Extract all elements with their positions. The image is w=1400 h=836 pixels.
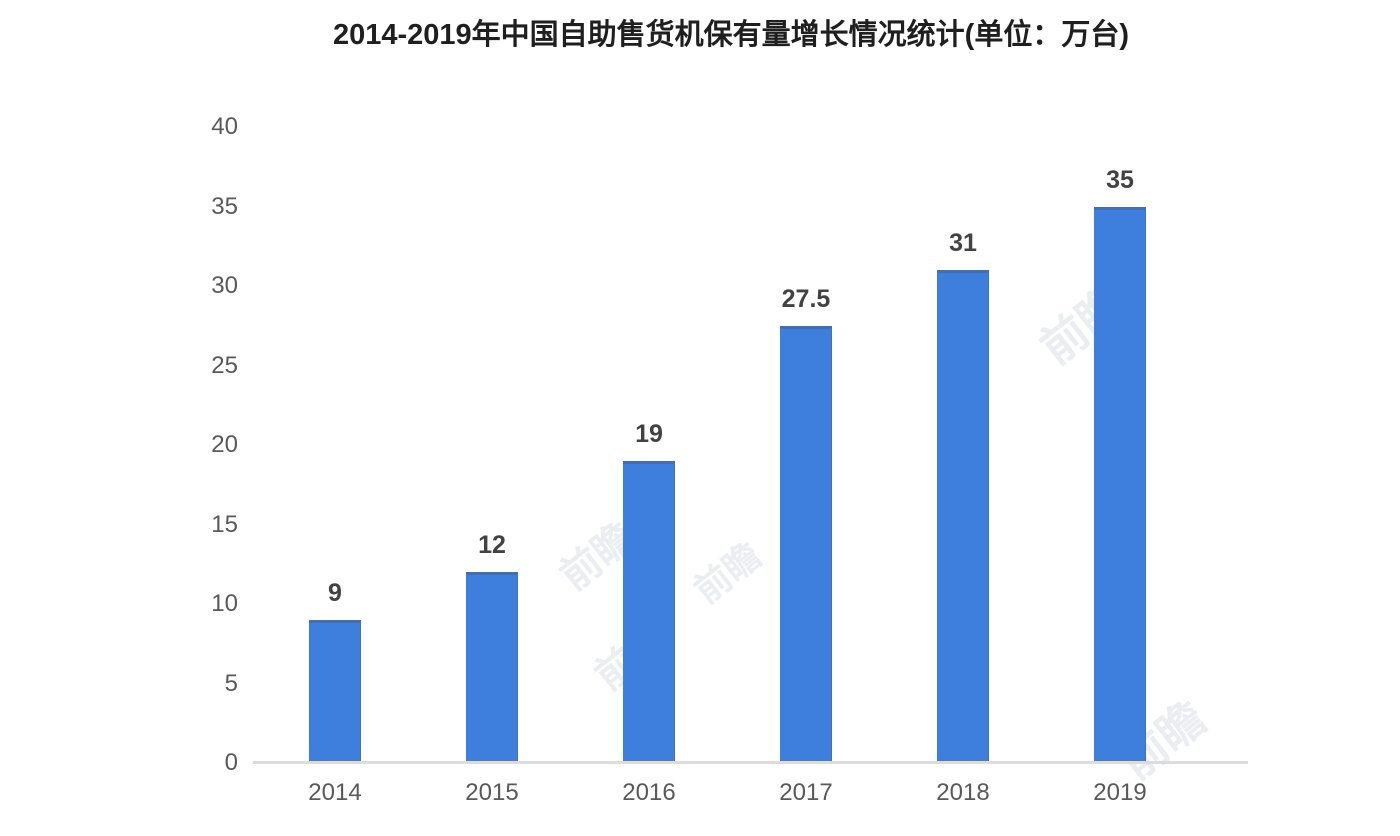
x-tick-2016: 2016 xyxy=(622,779,676,806)
bar-2018 xyxy=(937,270,989,763)
x-tick-2017: 2017 xyxy=(779,779,833,806)
x-tick-2019: 2019 xyxy=(1093,779,1147,806)
bar-2016 xyxy=(623,460,675,763)
y-tick-20: 20 xyxy=(211,431,238,458)
y-tick-25: 25 xyxy=(211,351,238,379)
y-tick-35: 35 xyxy=(211,192,238,220)
chart-title: 2014-2019年中国自助售货机保有量增长情况统计(单位：万台) xyxy=(333,19,1130,51)
value-label-2014: 9 xyxy=(328,578,342,607)
x-tick-2014: 2014 xyxy=(308,779,362,806)
y-tick-30: 30 xyxy=(211,272,238,299)
bar-2015 xyxy=(466,572,518,763)
x-tick-2018: 2018 xyxy=(936,779,990,806)
value-label-2018: 31 xyxy=(949,229,977,258)
y-tick-5: 5 xyxy=(224,669,238,697)
value-label-2017: 27.5 xyxy=(781,284,831,313)
value-label-2015: 12 xyxy=(478,531,506,560)
y-tick-15: 15 xyxy=(211,510,238,538)
y-tick-10: 10 xyxy=(211,590,238,617)
bar-2019 xyxy=(1094,206,1146,763)
value-label-2019: 35 xyxy=(1106,165,1134,194)
watermark-text: 前瞻 xyxy=(686,534,769,612)
value-label-2016: 19 xyxy=(635,419,663,448)
y-tick-40: 40 xyxy=(211,113,238,140)
x-axis-line xyxy=(253,761,1248,764)
y-tick-0: 0 xyxy=(224,749,238,776)
bar-2014 xyxy=(309,619,361,763)
x-tick-2015: 2015 xyxy=(465,779,519,806)
bar-2017 xyxy=(780,325,832,763)
